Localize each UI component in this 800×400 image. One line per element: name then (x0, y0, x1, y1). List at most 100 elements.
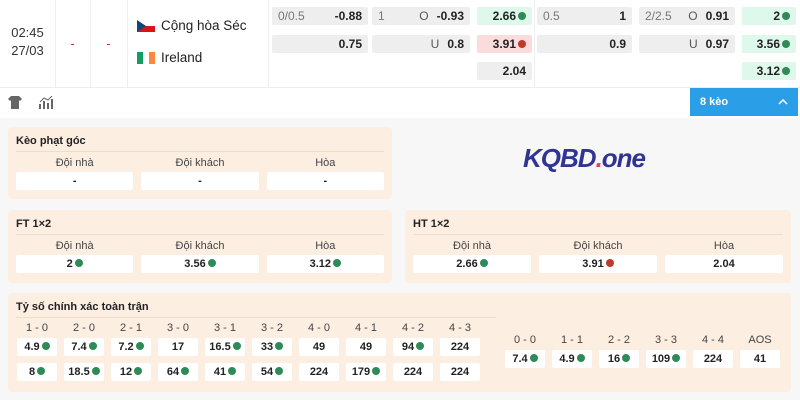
away-team[interactable]: Ireland (137, 50, 202, 65)
column-header: Hòa (315, 240, 336, 252)
odds-value: 0.8 (447, 37, 464, 51)
stats-icon[interactable] (39, 96, 53, 109)
column-header: Hòa (315, 157, 336, 169)
odds-cell[interactable]: U 0.8 (372, 35, 470, 53)
kickoff-time: 02:45 (11, 25, 44, 40)
odds-value: 3.56 (184, 258, 206, 270)
odds-value: 94 (401, 341, 415, 353)
odds-cell[interactable]: 1 O -0.93 (372, 7, 470, 25)
odds-cell[interactable]: 179 (346, 363, 386, 381)
odds-cell[interactable]: U 0.97 (639, 35, 735, 53)
odds-value: 4.9 (559, 353, 575, 365)
odds-value: 2.66 (456, 258, 478, 270)
score-away: - (106, 36, 111, 51)
odds-cell[interactable]: 3.91 (539, 255, 657, 273)
odds-cell[interactable]: 94 (393, 338, 433, 356)
odds-column: Đội khách 3.91 (539, 238, 657, 273)
odds-cell[interactable]: 3.56 (742, 35, 796, 53)
odds-column: Hòa 2.04 (665, 238, 783, 273)
odds-cell[interactable]: 49 (299, 338, 339, 356)
column-header: Hòa (713, 240, 735, 252)
odds-cell[interactable]: 3.12 (742, 62, 796, 80)
column-header: Đội nhà (453, 240, 491, 252)
odds-cell[interactable]: 3.91 (477, 35, 532, 53)
score-column: 4 - 4 224 (693, 332, 733, 368)
odds-cell[interactable]: 8 (17, 363, 57, 381)
odds-cell[interactable]: 49 (346, 338, 386, 356)
odds-cell[interactable]: - (266, 172, 384, 190)
odds-cell[interactable]: 7.4 (64, 338, 104, 356)
odds-cell[interactable]: 41 (740, 350, 780, 368)
odds-value: 2 (66, 258, 73, 270)
panel-title: HT 1×2 (413, 218, 783, 235)
odds-cell[interactable]: 16.5 (205, 338, 245, 356)
odds-up-icon (416, 342, 425, 350)
odds-cell[interactable]: 2/2.5 O 0.91 (639, 7, 735, 25)
odds-cell[interactable]: 224 (393, 363, 433, 381)
odds-up-icon (622, 354, 631, 362)
odds-cell[interactable]: 41 (205, 363, 245, 381)
odds-cell[interactable]: 0.9 (537, 35, 632, 53)
odds-cell[interactable]: 109 (646, 350, 686, 368)
odds-cell[interactable]: 64 (158, 363, 198, 381)
odds-cell[interactable]: 18.5 (64, 363, 104, 381)
odds-value: 0.97 (705, 37, 729, 51)
score-label: 0 - 0 (513, 334, 536, 346)
match-row[interactable]: 02:45 27/03 - - Cộng hòa Séc Ireland 0/0.… (0, 0, 800, 88)
odds-cell[interactable]: 16 (599, 350, 639, 368)
odds-cell[interactable]: - (16, 172, 134, 190)
odds-value: 1 (619, 9, 626, 23)
odds-cell[interactable]: - (141, 172, 259, 190)
odds-value: 54 (260, 366, 274, 378)
odds-cell[interactable]: 7.4 (505, 350, 545, 368)
odds-value: 2.04 (502, 64, 526, 78)
odds-value: 41 (213, 366, 227, 378)
odds-up-icon (41, 342, 50, 350)
odds-cell[interactable]: 3.12 (266, 255, 384, 273)
odds-cell[interactable]: 0/0.5 -0.88 (272, 7, 368, 25)
odds-cell[interactable]: 4.9 (17, 338, 57, 356)
odds-cell[interactable]: 2 (742, 7, 796, 25)
odds-up-icon (479, 259, 488, 267)
odds-up-icon (782, 12, 790, 20)
odds-up-icon (372, 367, 381, 375)
odds-value: - (323, 175, 328, 187)
panel-title: FT 1×2 (16, 218, 384, 235)
odds-value: -0.93 (436, 9, 464, 23)
over-under-marker: U (430, 37, 440, 51)
odds-cell[interactable]: 2.66 (477, 7, 532, 25)
column-header: Đội nhà (55, 240, 94, 252)
score-column: 2 - 2 16 (599, 332, 639, 368)
score-label: 1 - 1 (560, 334, 583, 346)
odds-cell[interactable]: 33 (252, 338, 292, 356)
odds-cell[interactable]: 224 (440, 338, 480, 356)
home-team[interactable]: Cộng hòa Séc (137, 18, 247, 33)
odds-cell[interactable]: 4.9 (552, 350, 592, 368)
odds-cell[interactable]: 7.2 (111, 338, 151, 356)
odds-cell[interactable]: 2 (16, 255, 134, 273)
divider (534, 0, 535, 88)
odds-cell[interactable]: 224 (299, 363, 339, 381)
odds-cell[interactable]: 224 (440, 363, 480, 381)
more-odds-button[interactable]: 8 kèo (690, 88, 798, 116)
column-header: Đội khách (175, 240, 225, 252)
czech-flag-icon (137, 19, 155, 32)
odds-value: 2.04 (713, 258, 735, 270)
odds-cell[interactable]: 2.66 (413, 255, 531, 273)
ft-1x2-panel: FT 1×2 Đội nhà 2 Đội khách 3.56 Hòa 3.12 (8, 210, 392, 283)
odds-cell[interactable]: 17 (158, 338, 198, 356)
odds-cell[interactable]: 54 (252, 363, 292, 381)
odds-cell[interactable]: 224 (693, 350, 733, 368)
odds-cell[interactable]: 2.04 (477, 62, 532, 80)
ht-1x2-panel: HT 1×2 Đội nhà 2.66 Đội khách 3.91 Hòa 2.04 (405, 210, 791, 283)
odds-cell[interactable]: 12 (111, 363, 151, 381)
shirt-icon[interactable] (8, 96, 22, 109)
odds-cell[interactable]: 3.56 (141, 255, 259, 273)
odds-up-icon (333, 259, 342, 267)
odds-cell[interactable]: 0.75 (272, 35, 368, 53)
score-label: 1 - 0 (25, 322, 48, 334)
odds-cell[interactable]: 2.04 (665, 255, 783, 273)
odds-cell[interactable]: 0.5 1 (537, 7, 632, 25)
score-column: 2 - 1 7.2 12 (111, 320, 151, 381)
odds-value: 224 (703, 353, 723, 365)
